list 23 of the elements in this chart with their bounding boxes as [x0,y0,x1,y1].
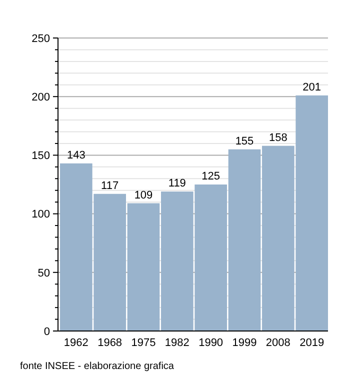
data-label: 201 [302,81,322,94]
y-tick-label: 150 [32,150,50,162]
source-note: fonte INSEE - elaborazione grafica [20,361,174,372]
x-tick-label: 1982 [164,337,190,349]
x-tick-label: 1990 [198,337,224,349]
data-label: 119 [168,178,186,190]
x-tick-label: 1968 [98,337,122,349]
x-tick-label: 2019 [300,337,324,349]
y-tick-label: 50 [38,267,50,280]
data-label: 143 [66,149,86,162]
data-label: 155 [235,135,254,148]
data-label: 158 [268,132,288,144]
x-tick-label: 1999 [232,337,257,349]
y-tick-label: 200 [32,91,50,104]
x-tick-label: 2008 [266,337,290,349]
x-tick-label: 1975 [131,337,156,349]
y-tick-label: 100 [32,208,50,221]
y-tick-label: 0 [44,326,50,338]
data-label: 109 [134,189,153,202]
x-tick-label: 1962 [64,337,88,349]
y-tick-label: 250 [32,32,50,45]
data-label: 117 [101,180,119,192]
data-label: 125 [202,170,220,182]
